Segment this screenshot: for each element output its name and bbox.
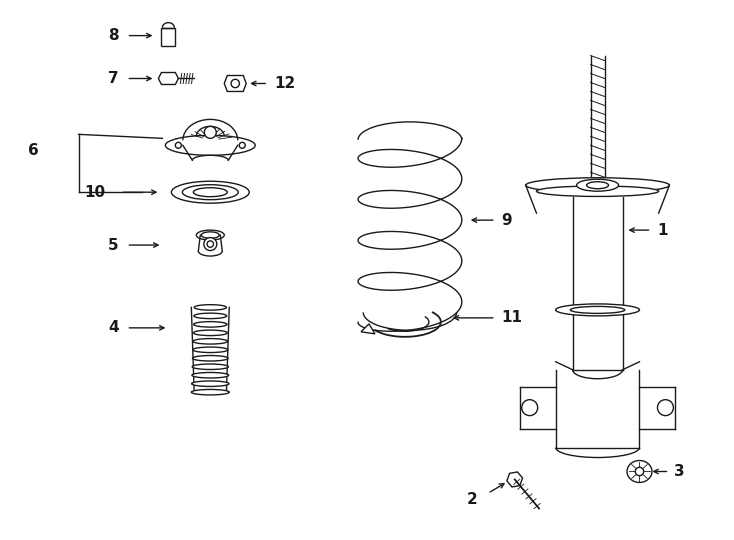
- Ellipse shape: [192, 373, 229, 378]
- Ellipse shape: [193, 188, 228, 197]
- Text: 2: 2: [467, 492, 478, 507]
- Text: 9: 9: [502, 213, 512, 228]
- Circle shape: [175, 143, 181, 148]
- Circle shape: [658, 400, 673, 416]
- Ellipse shape: [577, 179, 619, 191]
- Text: 1: 1: [658, 222, 668, 238]
- Polygon shape: [507, 472, 523, 487]
- Ellipse shape: [192, 355, 228, 361]
- Text: 8: 8: [108, 28, 118, 43]
- Text: 5: 5: [108, 238, 118, 253]
- Ellipse shape: [192, 389, 229, 395]
- Circle shape: [636, 467, 644, 476]
- Ellipse shape: [193, 330, 228, 335]
- Text: 3: 3: [675, 464, 685, 479]
- Ellipse shape: [537, 186, 658, 197]
- Ellipse shape: [570, 306, 625, 313]
- Circle shape: [239, 143, 245, 148]
- Ellipse shape: [526, 178, 669, 193]
- Ellipse shape: [194, 322, 227, 327]
- Ellipse shape: [192, 381, 229, 387]
- Ellipse shape: [194, 313, 227, 319]
- Ellipse shape: [556, 304, 639, 316]
- Circle shape: [522, 400, 538, 416]
- Text: 6: 6: [28, 143, 39, 158]
- Ellipse shape: [171, 181, 250, 203]
- Text: 4: 4: [108, 320, 118, 335]
- Ellipse shape: [165, 136, 255, 156]
- Text: 12: 12: [275, 76, 295, 91]
- Ellipse shape: [193, 339, 228, 344]
- Circle shape: [231, 79, 239, 87]
- Text: 7: 7: [108, 71, 118, 86]
- Ellipse shape: [195, 305, 226, 310]
- Ellipse shape: [192, 364, 228, 369]
- Polygon shape: [159, 72, 178, 84]
- Circle shape: [207, 241, 214, 247]
- Ellipse shape: [627, 461, 652, 482]
- Text: 11: 11: [502, 310, 523, 326]
- Ellipse shape: [586, 182, 608, 188]
- Ellipse shape: [196, 230, 225, 240]
- Circle shape: [204, 126, 217, 138]
- Ellipse shape: [193, 347, 228, 353]
- FancyBboxPatch shape: [161, 28, 175, 45]
- Ellipse shape: [182, 185, 239, 200]
- Polygon shape: [361, 324, 375, 334]
- Circle shape: [204, 238, 217, 251]
- Text: 10: 10: [84, 185, 106, 200]
- Ellipse shape: [201, 232, 219, 238]
- Polygon shape: [225, 76, 246, 91]
